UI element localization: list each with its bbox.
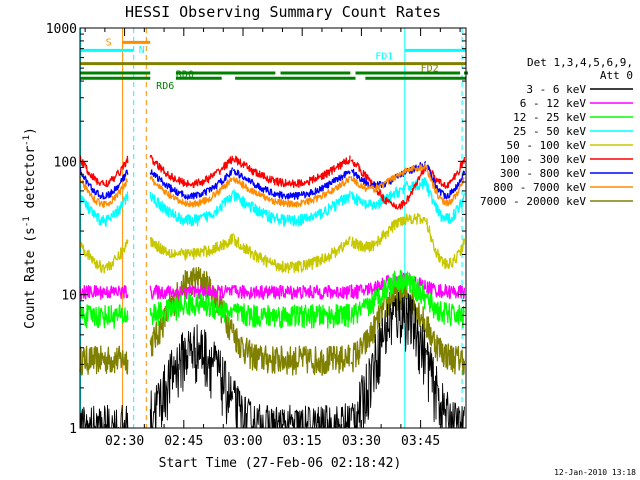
series-line-12-25-keV bbox=[79, 304, 129, 329]
flag-label-rd6: RD6 bbox=[156, 81, 174, 92]
series-line-50-100-keV bbox=[232, 233, 351, 274]
series-line-300-800-keV bbox=[79, 167, 129, 200]
y-tick-label: 10 bbox=[61, 289, 77, 304]
series-line-50-100-keV bbox=[79, 239, 129, 274]
flag-label-s: S bbox=[106, 37, 112, 48]
series-line-800-7000-keV bbox=[425, 165, 465, 207]
x-tick-label: 02:30 bbox=[105, 434, 144, 449]
plot-frame bbox=[79, 27, 467, 429]
series-line-100-300-keV bbox=[149, 154, 234, 189]
y-axis-label-mid: detector bbox=[23, 146, 38, 217]
legend-label: 25 - 50 keV bbox=[513, 125, 586, 138]
x-tick-label: 03:00 bbox=[223, 434, 262, 449]
series-line-6-12-keV bbox=[232, 284, 351, 300]
series-line-25-50-keV bbox=[350, 177, 427, 211]
series-line-7000-20000-keV bbox=[425, 316, 466, 376]
series-line-300-800-keV bbox=[232, 168, 351, 200]
flag-label-rd0: RD0 bbox=[176, 70, 194, 81]
series-line-12-25-keV bbox=[232, 303, 351, 329]
legend-label: 6 - 12 keV bbox=[520, 97, 587, 110]
series-line-800-7000-keV bbox=[350, 163, 427, 193]
axes-layer: 1 10 100 1000 02:30 02:45 03:00 03:15 03:30 03:45 bbox=[46, 22, 467, 449]
series-line-3-6-keV bbox=[149, 324, 234, 429]
chart-title: HESSI Observing Summary Count Rates bbox=[125, 3, 441, 21]
series-line-800-7000-keV bbox=[79, 176, 129, 208]
series-line-800-7000-keV bbox=[149, 175, 234, 208]
series-line-12-25-keV bbox=[350, 269, 427, 325]
flag-label-fd2: FD2 bbox=[421, 64, 439, 75]
series-line-50-100-keV bbox=[149, 233, 234, 261]
x-tick-label: 03:45 bbox=[401, 434, 440, 449]
legend-label: 50 - 100 keV bbox=[507, 139, 587, 152]
legend-header-line1: Det 1,3,4,5,6,9, bbox=[527, 56, 633, 69]
x-tick-label: 02:45 bbox=[164, 434, 203, 449]
series-line-100-300-keV bbox=[350, 159, 427, 210]
series-line-3-6-keV bbox=[426, 342, 465, 429]
series-line-50-100-keV bbox=[350, 212, 427, 253]
series-line-25-50-keV bbox=[425, 180, 466, 225]
series-line-25-50-keV bbox=[233, 189, 351, 227]
y-axis-label: Count Rate (s-1 detector-1) bbox=[22, 127, 38, 329]
x-tick-label: 03:30 bbox=[342, 434, 381, 449]
x-axis-label: Start Time (27-Feb-06 02:18:42) bbox=[159, 456, 402, 471]
series-line-25-50-keV bbox=[79, 191, 129, 227]
series-line-100-300-keV bbox=[425, 157, 466, 189]
series-line-3-6-keV bbox=[350, 291, 426, 429]
series-line-100-300-keV bbox=[232, 155, 351, 189]
series-line-12-25-keV bbox=[149, 292, 234, 327]
series-line-6-12-keV bbox=[79, 284, 129, 300]
y-tick-label: 100 bbox=[54, 155, 77, 170]
legend-label: 800 - 7000 keV bbox=[493, 181, 586, 194]
y-axis-label-sup2: -1 bbox=[22, 135, 32, 146]
series-line-800-7000-keV bbox=[232, 176, 351, 208]
y-axis-label-end: ) bbox=[23, 127, 38, 135]
series-line-100-300-keV bbox=[79, 155, 129, 188]
y-axis-label-main: Count Rate (s bbox=[23, 227, 38, 329]
series-layer bbox=[79, 154, 466, 429]
series-line-3-6-keV bbox=[79, 404, 129, 429]
footer-date: 12-Jan-2010 13:18 bbox=[554, 468, 636, 477]
x-tick-label: 03:15 bbox=[283, 434, 322, 449]
series-line-6-12-keV bbox=[149, 284, 234, 300]
series-line-300-800-keV bbox=[149, 167, 234, 200]
series-line-12-25-keV bbox=[425, 292, 466, 329]
y-tick-label: 1000 bbox=[46, 22, 77, 37]
legend-label: 7000 - 20000 keV bbox=[480, 195, 586, 208]
series-line-7000-20000-keV bbox=[350, 279, 427, 373]
series-line-6-12-keV bbox=[425, 281, 466, 300]
flag-label-n: N bbox=[139, 45, 145, 56]
series-line-7000-20000-keV bbox=[232, 323, 351, 377]
legend-header-line2: Att 0 bbox=[600, 69, 633, 82]
legend-label: 3 - 6 keV bbox=[526, 83, 586, 96]
series-line-3-6-keV bbox=[233, 380, 351, 429]
y-axis-label-sup1: -1 bbox=[22, 216, 32, 227]
legend-label: 100 - 300 keV bbox=[500, 153, 586, 166]
plot-area bbox=[80, 28, 463, 428]
flag-label-fd1: FD1 bbox=[375, 52, 393, 63]
series-line-25-50-keV bbox=[149, 190, 234, 227]
legend-label: 12 - 25 keV bbox=[513, 111, 586, 124]
y-tick-label: 1 bbox=[69, 422, 77, 437]
series-line-7000-20000-keV bbox=[79, 345, 129, 376]
series-line-6-12-keV bbox=[350, 271, 427, 299]
legend-label: 300 - 800 keV bbox=[500, 167, 586, 180]
series-line-50-100-keV bbox=[425, 217, 466, 270]
